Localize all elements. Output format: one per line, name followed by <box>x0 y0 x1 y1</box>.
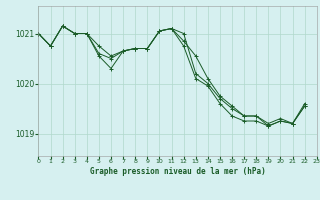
X-axis label: Graphe pression niveau de la mer (hPa): Graphe pression niveau de la mer (hPa) <box>90 167 266 176</box>
